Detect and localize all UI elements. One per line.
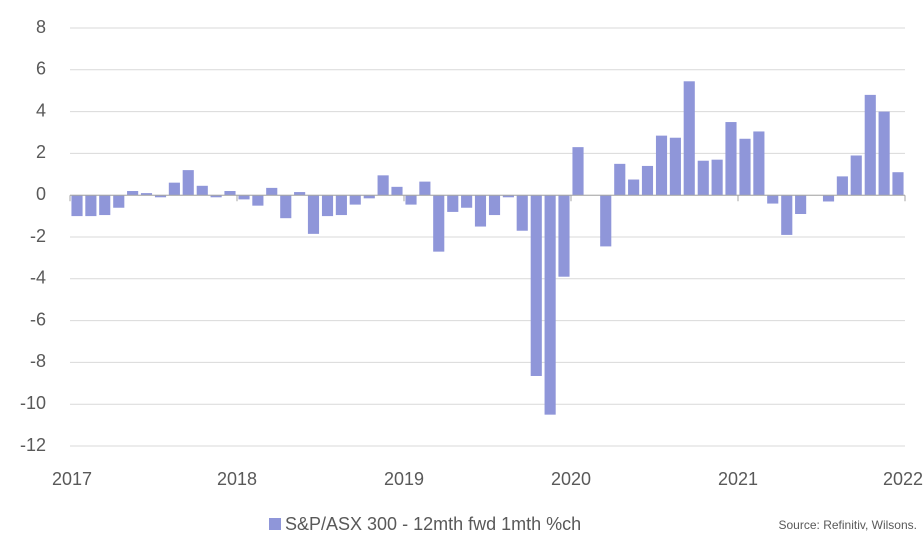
- x-tick-label: 2018: [217, 469, 257, 489]
- bar: [572, 147, 584, 196]
- bar: [307, 195, 320, 234]
- bar: [781, 195, 793, 235]
- bar: [433, 195, 445, 252]
- bar: [238, 195, 250, 200]
- bar: [252, 195, 264, 206]
- bar: [516, 195, 528, 231]
- y-tick-label: -8: [30, 351, 46, 371]
- bar: [753, 131, 765, 196]
- y-tick-label: -6: [30, 309, 46, 329]
- bar: [474, 195, 487, 227]
- y-tick-label: 6: [36, 59, 46, 79]
- x-tick-label: 2020: [551, 469, 591, 489]
- bar: [377, 175, 389, 196]
- bar: [641, 165, 654, 196]
- bar: [405, 195, 417, 205]
- bar: [711, 159, 723, 196]
- bar: [558, 195, 570, 277]
- x-tick-label: 2017: [52, 469, 92, 489]
- legend-swatch: [269, 518, 281, 530]
- bar: [294, 192, 306, 196]
- bar: [683, 81, 695, 196]
- legend-label: S&P/ASX 300 - 12mth fwd 1mth %ch: [285, 514, 581, 534]
- bar: [447, 195, 459, 212]
- bar: [655, 135, 668, 196]
- x-tick-label: 2022: [883, 469, 923, 489]
- x-tick-label: 2019: [384, 469, 424, 489]
- bar: [85, 195, 97, 217]
- bar: [864, 94, 876, 196]
- bar: [321, 195, 334, 217]
- bar: [836, 176, 848, 196]
- bar: [614, 163, 626, 196]
- bar: [530, 195, 542, 376]
- bar: [739, 138, 751, 196]
- bar: [140, 193, 153, 196]
- bar: [878, 111, 890, 196]
- bar: [697, 160, 709, 196]
- y-tick-label: -10: [20, 393, 46, 413]
- y-tick-label: 2: [36, 142, 46, 162]
- bar: [669, 137, 681, 196]
- y-tick-label: 0: [36, 184, 46, 204]
- x-tick-label: 2021: [718, 469, 758, 489]
- bar: [335, 195, 347, 216]
- bar: [363, 195, 375, 199]
- bar: [391, 186, 403, 196]
- bar: [488, 195, 501, 216]
- y-tick-label: -4: [30, 268, 46, 288]
- bar: [544, 195, 556, 415]
- bar: [154, 195, 167, 198]
- bar: [767, 195, 779, 204]
- bar: [628, 179, 640, 196]
- bar: [280, 195, 292, 219]
- bar: [210, 195, 222, 198]
- bar: [99, 195, 111, 216]
- bar: [725, 122, 737, 196]
- bar: [419, 181, 431, 196]
- bar: [600, 195, 612, 247]
- bar: [71, 195, 83, 217]
- y-tick-label: -12: [20, 435, 46, 455]
- bar: [196, 185, 208, 196]
- bar: [127, 191, 139, 196]
- bar: [349, 195, 361, 205]
- y-tick-label: 4: [36, 100, 46, 120]
- bar: [892, 172, 904, 196]
- bar: [224, 191, 236, 196]
- y-tick-label: 8: [36, 17, 46, 37]
- bar: [822, 195, 835, 202]
- bar: [502, 195, 514, 198]
- bar: [182, 170, 194, 196]
- bar: [113, 195, 125, 208]
- y-tick-label: -2: [30, 226, 46, 246]
- bar: [461, 195, 473, 208]
- bar: [266, 187, 278, 196]
- source-note: Source: Refinitiv, Wilsons.: [779, 518, 918, 532]
- bar: [168, 182, 180, 196]
- bar: [850, 155, 862, 196]
- bar: [795, 195, 807, 215]
